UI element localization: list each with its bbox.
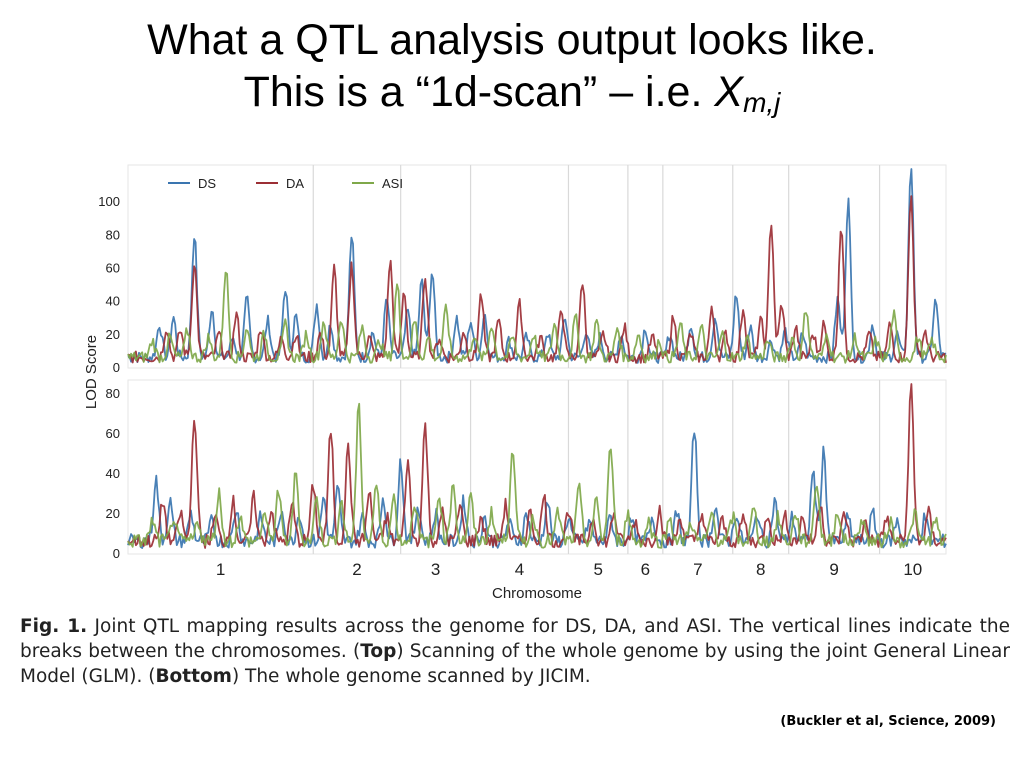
y-tick-label: 0 <box>113 546 120 561</box>
x-tick-label: 9 <box>829 560 838 579</box>
x-tick-label: 5 <box>593 560 602 579</box>
slide-title: What a QTL analysis output looks like. T… <box>0 14 1024 129</box>
y-axis-title: LOD Score <box>83 335 100 409</box>
title-variable: X <box>714 68 744 116</box>
y-tick-label: 100 <box>98 194 120 209</box>
figure-caption: Fig. 1. Joint QTL mapping results across… <box>20 614 1010 689</box>
caption-text-2: ) Scanning of the whole genome by using … <box>20 641 1010 687</box>
x-tick-label: 4 <box>515 560 524 579</box>
title-variable-subscript: m,j <box>743 87 781 118</box>
y-tick-label: 40 <box>106 466 120 481</box>
caption-fig-label: Fig. 1. <box>20 616 88 637</box>
y-tick-label: 60 <box>106 426 120 441</box>
series-line-asi-top <box>127 271 947 364</box>
x-tick-label: 3 <box>431 560 440 579</box>
title-line-1: What a QTL analysis output looks like. <box>147 16 877 64</box>
series-line-da-bottom <box>127 383 947 549</box>
title-line-2-prefix: This is a “1d-scan” – i.e. <box>243 68 715 116</box>
x-tick-label: 6 <box>641 560 650 579</box>
x-tick-label: 8 <box>756 560 765 579</box>
citation: (Buckler et al, Science, 2009) <box>780 714 996 729</box>
y-tick-label: 20 <box>106 327 120 342</box>
x-tick-label: 1 <box>216 560 225 579</box>
y-tick-label: 0 <box>113 360 120 375</box>
y-tick-label: 80 <box>106 386 120 401</box>
y-tick-label: 60 <box>106 261 120 276</box>
y-tick-label: 20 <box>106 506 120 521</box>
legend-label-ds: DS <box>198 176 216 191</box>
caption-text-1: Joint QTL mapping results across the gen… <box>20 616 1010 662</box>
legend-label-da: DA <box>286 176 304 191</box>
caption-text-3: ) The whole genome scanned by JICIM. <box>231 666 591 687</box>
caption-top-label: Top <box>360 641 397 662</box>
x-tick-label: 10 <box>903 560 922 579</box>
qtl-lod-chart: 0 20 40 60 80 100 0 20 40 60 80 DS DA ASI 1 2 3 4 5 6 7 8 9 10 C… <box>83 164 947 602</box>
legend-label-asi: ASI <box>382 176 403 191</box>
title-line-2: This is a “1d-scan” – i.e. Xm,j <box>0 66 1024 129</box>
y-tick-label: 40 <box>106 294 120 309</box>
series-line-asi-bottom <box>127 402 947 549</box>
x-tick-label: 7 <box>693 560 702 579</box>
y-tick-label: 80 <box>106 227 120 242</box>
x-axis-title: Chromosome <box>492 585 582 602</box>
caption-bottom-label: Bottom <box>155 666 232 687</box>
series-line-ds-bottom <box>127 432 947 549</box>
x-tick-label: 2 <box>352 560 361 579</box>
